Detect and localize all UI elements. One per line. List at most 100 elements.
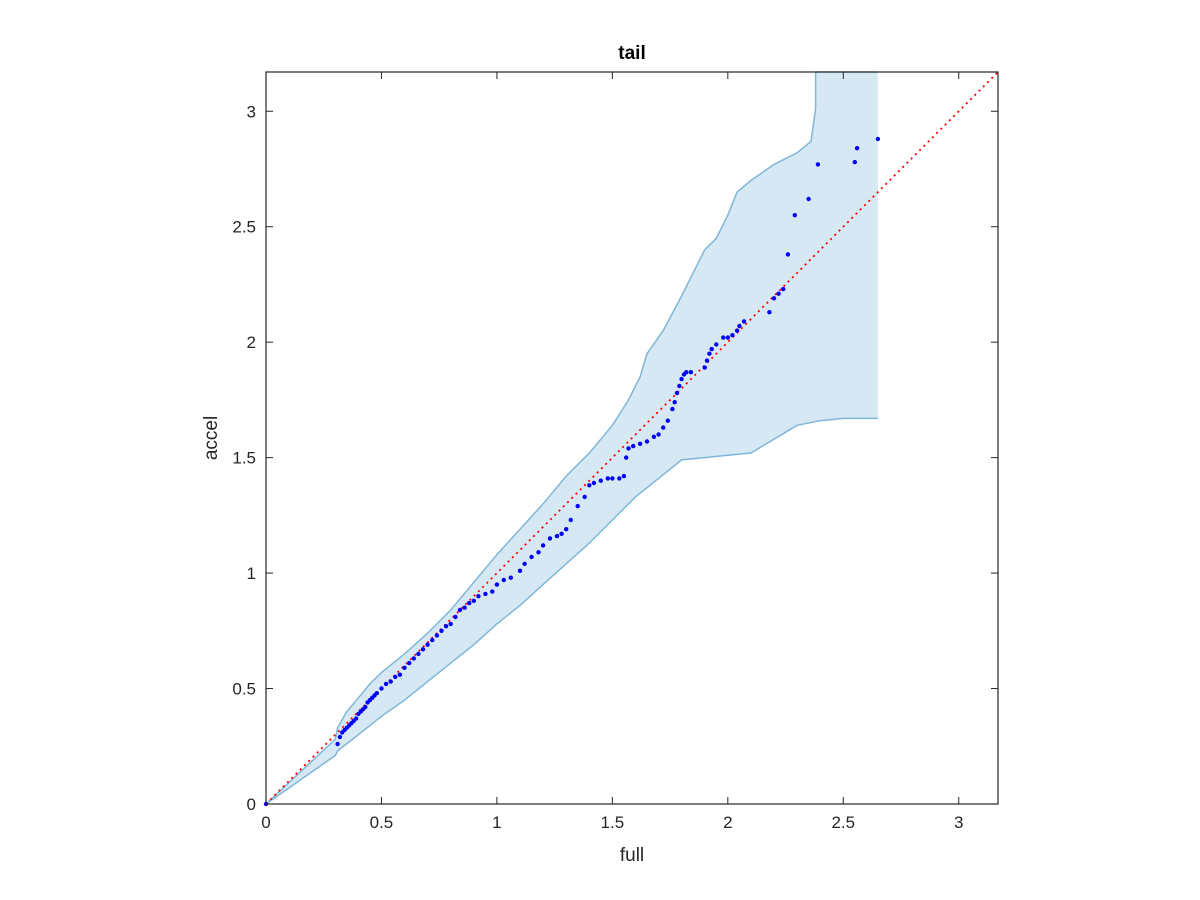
- data-point: [644, 439, 650, 444]
- data-point: [587, 483, 592, 488]
- confidence-band-layer: [265, 71, 878, 805]
- confidence-band-upper-edge: [265, 71, 878, 805]
- data-point: [725, 335, 730, 340]
- y-axis-label: accel: [201, 416, 222, 460]
- data-point: [730, 333, 735, 338]
- data-point: [714, 342, 719, 347]
- data-point: [598, 478, 603, 483]
- data-point: [661, 425, 666, 430]
- data-point: [335, 741, 340, 747]
- data-point: [402, 665, 407, 670]
- data-point: [591, 480, 597, 486]
- x-tick-label: 0.5: [370, 813, 394, 832]
- data-point: [709, 346, 714, 352]
- y-tick-label: 0: [247, 795, 256, 814]
- x-tick-label: 1: [492, 813, 501, 832]
- data-point: [439, 628, 444, 633]
- y-tick-label: 2.5: [232, 218, 256, 237]
- data-point: [508, 575, 513, 580]
- data-point: [672, 400, 677, 405]
- data-point: [337, 734, 343, 740]
- data-point: [559, 531, 564, 536]
- data-point: [854, 146, 860, 151]
- data-point: [383, 681, 389, 687]
- data-point: [540, 543, 546, 548]
- data-point: [388, 679, 393, 684]
- data-point: [425, 642, 430, 647]
- data-point: [767, 310, 772, 315]
- x-tick-label: 2: [723, 813, 732, 832]
- confidence-band-lower-edge: [265, 417, 878, 805]
- data-point: [363, 704, 368, 710]
- data-point: [420, 647, 426, 652]
- data-point: [771, 296, 777, 301]
- data-point: [637, 441, 643, 446]
- data-point: [430, 637, 435, 643]
- data-point: [684, 370, 689, 375]
- data-point: [651, 434, 657, 439]
- tick-labels-layer: 0 0.5 1 1.5 2 2.5 3 0 0.5 1 1.5 2 2.5 3: [232, 102, 963, 832]
- data-point: [792, 213, 797, 218]
- y-tick-label: 2: [247, 333, 256, 352]
- data-point: [379, 686, 384, 691]
- data-point: [806, 196, 811, 202]
- data-point: [781, 286, 786, 292]
- reference-line-layer: [265, 71, 999, 805]
- y-tick-label: 3: [247, 102, 256, 121]
- confidence-band-fill: [266, 72, 878, 804]
- data-point: [785, 252, 791, 257]
- data-point: [494, 582, 500, 587]
- data-point: [875, 136, 881, 142]
- x-tick-label: 2.5: [831, 813, 855, 832]
- axes-layer: [265, 71, 999, 805]
- data-point: [702, 365, 707, 370]
- x-tick-label: 3: [954, 813, 963, 832]
- data-point: [483, 591, 488, 597]
- y-tick-label: 1.5: [232, 449, 256, 468]
- data-point: [467, 600, 472, 606]
- data-point: [443, 624, 449, 629]
- data-point: [416, 651, 421, 657]
- data-point: [407, 660, 412, 666]
- data-point: [610, 476, 615, 481]
- data-point: [656, 432, 661, 437]
- data-point: [434, 633, 440, 638]
- data-point: [617, 476, 622, 481]
- data-point: [448, 621, 453, 627]
- reference-line: [265, 71, 999, 805]
- data-point: [665, 418, 670, 423]
- x-tick-label: 0: [261, 813, 270, 832]
- data-point: [554, 533, 560, 539]
- data-point: [776, 291, 781, 296]
- data-point: [374, 691, 379, 696]
- data-point: [621, 473, 627, 479]
- data-point: [582, 494, 587, 500]
- data-point: [462, 605, 467, 610]
- data-point: [547, 536, 553, 541]
- data-point: [707, 351, 712, 356]
- data-point: [679, 376, 684, 382]
- data-point: [453, 614, 458, 620]
- data-point: [815, 162, 821, 167]
- y-tick-label: 1: [247, 564, 256, 583]
- data-point: [490, 589, 495, 594]
- data-point: [411, 656, 416, 661]
- data-point: [852, 159, 857, 165]
- data-points-layer: [263, 136, 881, 807]
- data-point: [741, 319, 747, 324]
- y-tick-label: 0.5: [232, 680, 256, 699]
- data-point: [476, 594, 481, 599]
- data-point: [688, 370, 694, 375]
- data-point: [536, 550, 541, 555]
- data-point: [704, 358, 710, 363]
- axes-box: [265, 71, 999, 805]
- data-point: [397, 672, 403, 677]
- data-point: [631, 443, 636, 449]
- data-point: [564, 527, 569, 532]
- data-point: [626, 446, 631, 451]
- data-point: [575, 503, 580, 509]
- data-point: [529, 554, 534, 560]
- data-point: [670, 406, 675, 412]
